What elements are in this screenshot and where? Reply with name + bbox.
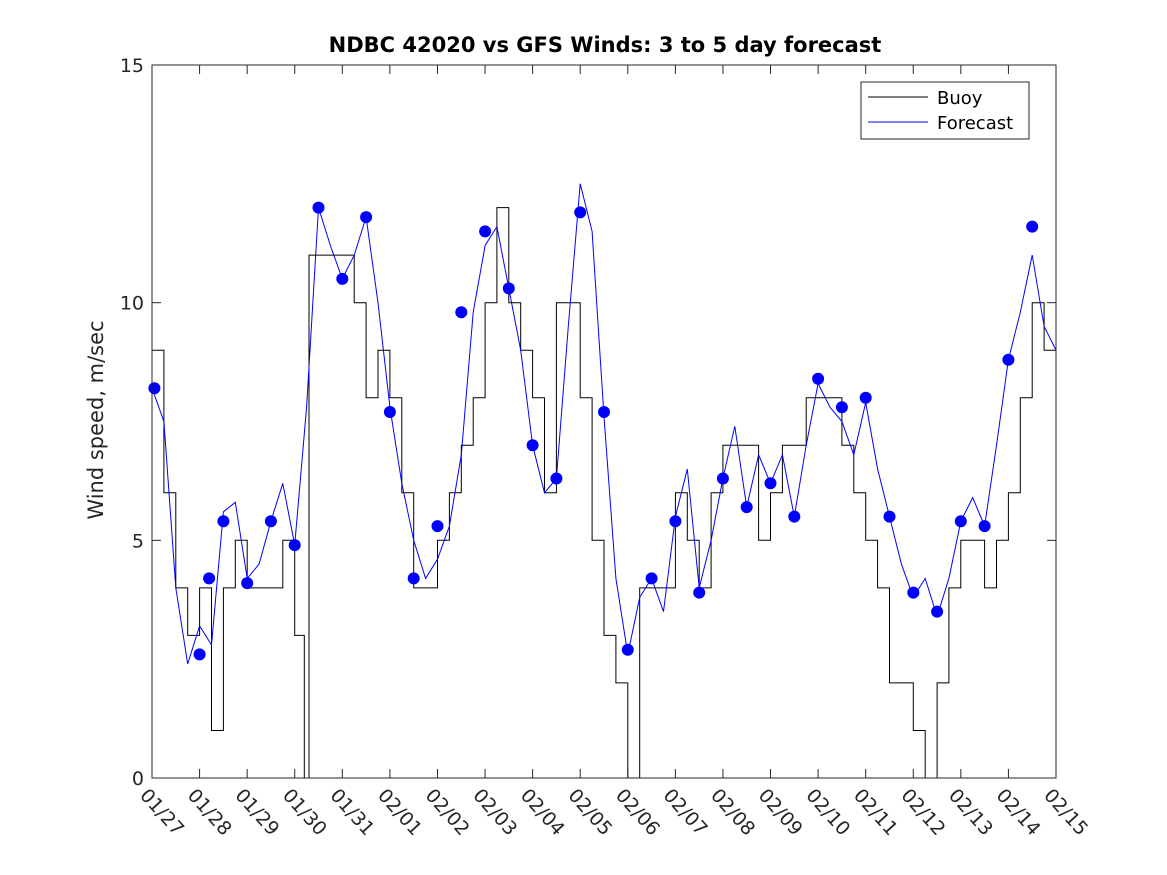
forecast-marker [669,515,682,528]
forecast-marker [1026,220,1039,233]
forecast-marker [431,520,444,533]
forecast-marker [693,586,706,599]
marker-layer [148,201,1039,661]
forecast-marker [740,501,753,514]
forecast-marker [788,510,801,523]
y-tick-label: 15 [120,55,144,77]
forecast-marker [502,282,515,295]
forecast-marker [812,372,825,385]
forecast-marker [288,539,301,552]
forecast-marker [217,515,230,528]
forecast-marker [383,406,396,418]
forecast-marker [954,515,967,528]
y-tick-label: 5 [132,530,144,552]
forecast-marker [241,577,254,590]
forecast-marker [764,477,777,490]
buoy-series-line [152,207,1057,779]
y-tick-label: 10 [120,293,144,315]
forecast-marker [621,643,634,656]
forecast-marker [931,605,944,618]
forecast-marker [835,401,848,414]
forecast-marker [550,472,563,485]
forecast-marker [645,572,658,585]
forecast-marker [1002,353,1015,366]
forecast-marker [598,406,610,418]
forecast-marker [407,572,420,585]
forecast-marker [526,439,539,452]
forecast-marker [264,515,277,528]
plot-frame [151,64,1057,779]
legend-box [860,81,1030,140]
forecast-marker [360,211,373,224]
forecast-marker [716,472,729,485]
y-axis: 0 5 10 15 [120,55,1056,790]
y-tick-label: 0 [132,768,144,790]
forecast-marker [907,586,920,599]
forecast-marker [203,572,216,585]
forecast-marker [479,225,492,238]
forecast-marker [455,306,468,319]
legend-forecast-label: Forecast [937,113,1013,134]
forecast-marker [883,510,896,523]
forecast-marker [336,272,349,285]
legend: Buoy Forecast [860,81,1030,140]
forecast-marker [312,201,325,214]
y-axis-label: Wind speed, m/sec [84,320,108,519]
legend-buoy-label: Buoy [937,88,983,109]
forecast-marker [574,206,587,219]
forecast-marker [978,520,991,533]
forecast-marker [859,391,872,404]
forecast-marker [148,382,161,395]
chart-title: NDBC 42020 vs GFS Winds: 3 to 5 day fore… [329,33,882,57]
forecast-marker [193,648,206,661]
